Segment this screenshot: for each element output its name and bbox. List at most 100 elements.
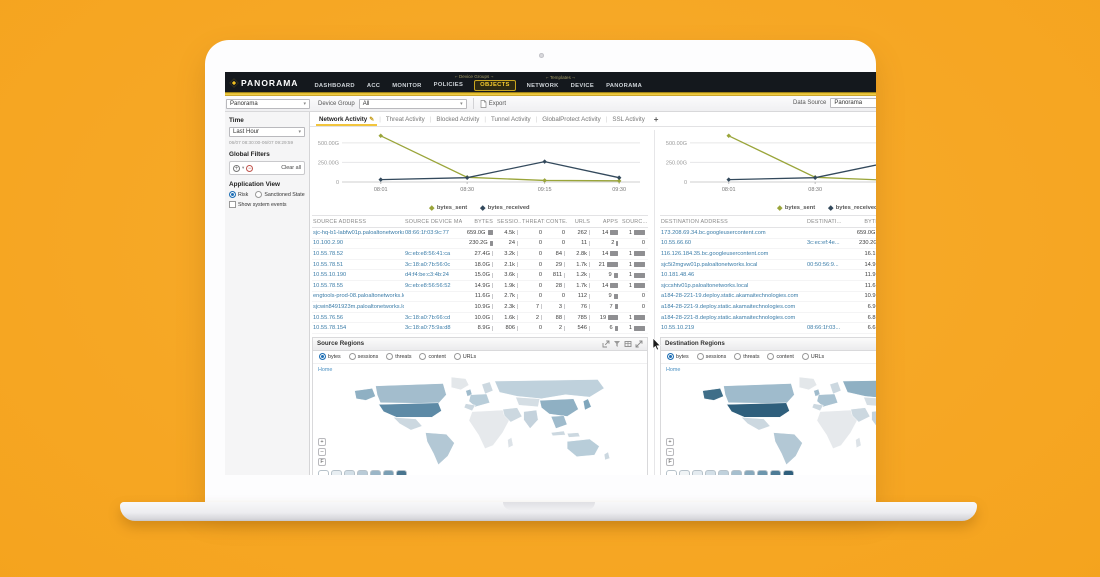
- radio-icon[interactable]: [319, 353, 326, 361]
- expand-icon[interactable]: [635, 335, 643, 353]
- table-row[interactable]: sjc5i2mgvw01p.paloaltonetworks.local 00:5…: [660, 260, 876, 271]
- address-cell[interactable]: 10.55.78.51: [313, 261, 344, 268]
- address-cell[interactable]: 10.100.2.90: [313, 240, 344, 247]
- device-mac-cell[interactable]: 9c:eb:e8:56:41:ca: [405, 250, 451, 257]
- legend-item-bytes_received[interactable]: bytes_received: [828, 204, 876, 211]
- address-cell[interactable]: 10.181.48.46: [661, 272, 695, 279]
- table-row[interactable]: sjcwin8491923m.paloaltonetworks.local 10.…: [312, 302, 648, 313]
- appview-option-risk[interactable]: Risk: [229, 191, 248, 198]
- nav-item-monitor[interactable]: MONITOR: [392, 83, 422, 89]
- nav-item-device[interactable]: DEVICE: [570, 83, 595, 89]
- tab-globalprotect-activity[interactable]: GlobalProtect Activity: [537, 112, 605, 126]
- nav-item-objects[interactable]: OBJECTS: [474, 80, 516, 91]
- device-mac-cell[interactable]: 00:50:56:9...: [807, 261, 839, 268]
- radio-icon[interactable]: [767, 353, 775, 361]
- address-cell[interactable]: sjcwin8491923m.paloaltonetworks.local: [313, 303, 404, 310]
- nav-item-panorama[interactable]: PANORAMA: [606, 83, 643, 89]
- column-header[interactable]: URLS: [574, 218, 590, 225]
- radio-icon[interactable]: [734, 353, 742, 361]
- column-header[interactable]: APPS: [602, 218, 618, 225]
- address-cell[interactable]: a184-28-221-8.deploy.static.akamaitechno…: [661, 314, 796, 321]
- column-header[interactable]: SESSIO...: [497, 218, 521, 225]
- address-cell[interactable]: 10.55.76.56: [313, 314, 344, 321]
- column-header[interactable]: DESTINATI...: [807, 218, 842, 225]
- tab-network-activity[interactable]: Network Activity ✎: [314, 112, 379, 126]
- table-row[interactable]: 10.55.10.190 d4:f4:be:c3:4b:24 15.0G 3.6k 0 8…: [312, 270, 648, 281]
- add-filter-icon[interactable]: +: [233, 164, 240, 172]
- fit-button[interactable]: F: [318, 457, 326, 466]
- metric-option-sessions[interactable]: sessions: [696, 353, 726, 361]
- device-group-select[interactable]: All ▾: [358, 98, 467, 109]
- table-row[interactable]: sjccshtv01p.paloaltonetworks.local11.6G2…: [660, 281, 876, 292]
- radio-icon[interactable]: [667, 353, 674, 361]
- table-row[interactable]: 10.55.76.56 3c:18:a0:7b:66:cd 10.0G 1.6k 2 88…: [312, 313, 648, 324]
- table-row[interactable]: 10.55.78.51 3c:18:a0:7b:56:0c 18.0G 2.1k 0 29…: [312, 260, 648, 271]
- table-row[interactable]: 173.208.69.34.bc.googleusercontent.com 65…: [660, 228, 876, 239]
- radio-icon[interactable]: [386, 353, 394, 361]
- nav-item-acc[interactable]: ACC: [366, 83, 381, 89]
- radio-icon[interactable]: [229, 191, 236, 198]
- fit-button[interactable]: F: [666, 457, 674, 466]
- legend-item-bytes_sent[interactable]: bytes_sent: [777, 204, 815, 211]
- table-row[interactable]: engtools-prod-08.paloaltonetworks.local 1…: [312, 292, 648, 303]
- zoom-in-button[interactable]: +: [318, 437, 326, 446]
- radio-icon[interactable]: [348, 353, 356, 361]
- address-cell[interactable]: 10.55.66.60: [661, 240, 692, 247]
- metric-option-threats[interactable]: threats: [386, 353, 411, 361]
- device-mac-cell[interactable]: 9c:eb:e8:56:56:52: [405, 282, 451, 289]
- device-mac-cell[interactable]: 08:66:1f:03:9c:77: [405, 229, 449, 236]
- tab-ssl-activity[interactable]: SSL Activity: [607, 112, 649, 126]
- metric-option-sessions[interactable]: sessions: [348, 353, 378, 361]
- table-row[interactable]: a184-28-221-19.deploy.static.akamaitechn…: [660, 292, 876, 303]
- metric-option-bytes[interactable]: bytes: [319, 353, 341, 361]
- address-cell[interactable]: sjc-hq-b1-labfw01p.paloaltonetworks.l...: [313, 229, 404, 236]
- zoom-in-button[interactable]: +: [666, 437, 674, 446]
- tab-blocked-activity[interactable]: Blocked Activity: [431, 112, 484, 126]
- metric-option-urls[interactable]: URLs: [801, 353, 824, 361]
- address-cell[interactable]: a184-28-221-9.deploy.static.akamaitechno…: [661, 303, 796, 310]
- remove-filter-icon[interactable]: −: [246, 164, 254, 172]
- column-header[interactable]: DESTINATION ADDRESS: [661, 218, 728, 225]
- nav-item-dashboard[interactable]: DASHBOARD: [314, 83, 355, 89]
- zoom-out-button[interactable]: –: [666, 447, 674, 456]
- address-cell[interactable]: 10.55.10.219: [661, 325, 695, 332]
- address-cell[interactable]: 10.55.78.55: [313, 282, 344, 289]
- column-header[interactable]: SOURC...: [622, 218, 648, 225]
- metric-option-content[interactable]: content: [767, 353, 794, 361]
- tab-threat-activity[interactable]: Threat Activity: [381, 112, 430, 126]
- device-mac-cell[interactable]: 3c:18:a0:7b:66:cd: [405, 314, 451, 321]
- radio-icon[interactable]: [255, 191, 263, 198]
- radio-icon[interactable]: [801, 353, 809, 361]
- table-row[interactable]: a184-28-221-9.deploy.static.akamaitechno…: [660, 302, 876, 313]
- data-source-select[interactable]: Panorama ▾: [830, 98, 876, 108]
- show-system-events-row[interactable]: Show system events: [229, 201, 305, 208]
- open-link-icon[interactable]: [602, 335, 610, 353]
- radio-icon[interactable]: [696, 353, 704, 361]
- table-row[interactable]: 116.126.184.35.bc.googleusercontent.com 1…: [660, 249, 876, 260]
- add-tab-button[interactable]: +: [653, 114, 659, 124]
- column-header[interactable]: THREATS: [522, 218, 545, 225]
- metric-option-urls[interactable]: URLs: [453, 353, 476, 361]
- address-cell[interactable]: sjc5i2mgvw01p.paloaltonetworks.local: [661, 261, 758, 268]
- table-view-icon[interactable]: [624, 335, 632, 353]
- address-cell[interactable]: engtools-prod-08.paloaltonetworks.local: [313, 293, 404, 300]
- table-row[interactable]: 10.100.2.90 230.2G 24 0 0 11 2 0: [312, 239, 648, 250]
- radio-icon[interactable]: [419, 353, 427, 361]
- address-cell[interactable]: 10.55.10.190: [313, 272, 347, 279]
- column-header[interactable]: SOURCE ADDRESS: [313, 218, 367, 225]
- metric-option-threats[interactable]: threats: [734, 353, 759, 361]
- column-header[interactable]: BYTES: [864, 218, 876, 225]
- radio-icon[interactable]: [453, 353, 461, 361]
- address-cell[interactable]: 10.55.78.154: [313, 325, 347, 332]
- clear-all-button[interactable]: Clear all: [281, 165, 301, 171]
- address-cell[interactable]: 173.208.69.34.bc.googleusercontent.com: [661, 229, 766, 236]
- nav-item-policies[interactable]: POLICIES: [433, 82, 464, 88]
- device-mac-cell[interactable]: 08:66:1f:03...: [807, 325, 841, 332]
- device-mac-cell[interactable]: d4:f4:be:c3:4b:24: [405, 272, 449, 279]
- appview-option-sanctioned-state[interactable]: Sanctioned State: [255, 191, 305, 198]
- table-row[interactable]: a184-28-221-8.deploy.static.akamaitechno…: [660, 313, 876, 324]
- table-row[interactable]: sjc-hq-b1-labfw01p.paloaltonetworks.l...…: [312, 228, 648, 239]
- column-header[interactable]: CONTE...: [546, 218, 568, 225]
